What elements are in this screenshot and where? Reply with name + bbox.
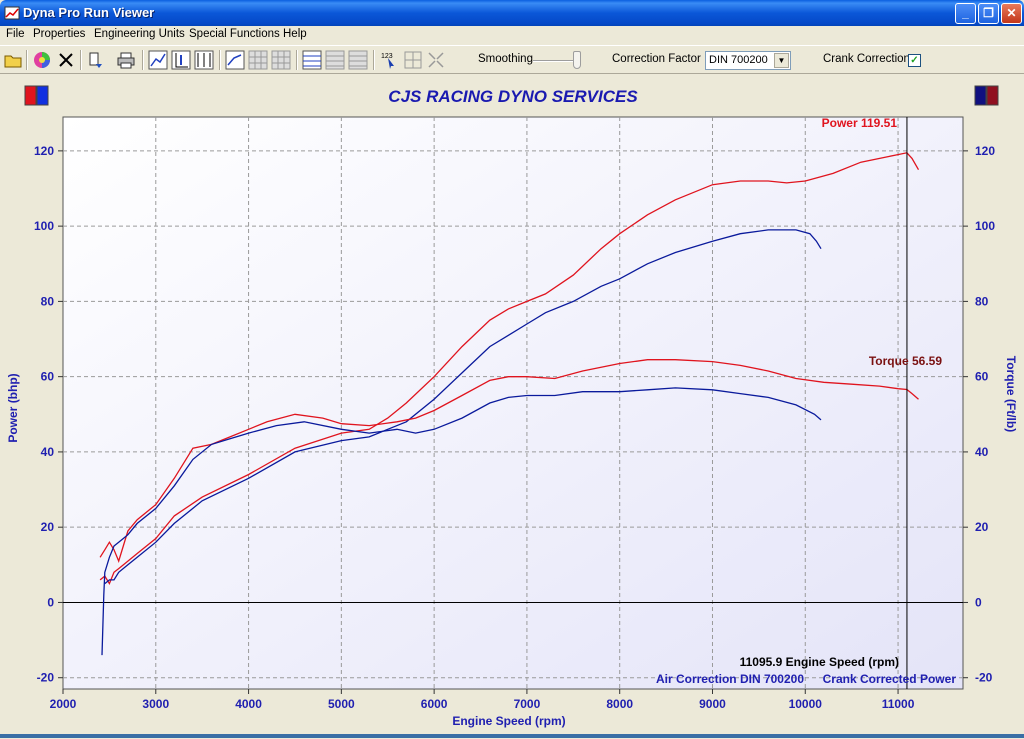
graph-axis-icon[interactable] [171,50,191,70]
y-tick-label-left: 120 [34,144,54,158]
menu-engineering-units[interactable]: Engineering Units [94,28,185,40]
status-bar [0,734,1024,738]
y-axis-label-left: Power (bhp) [6,373,20,442]
dyno-chart[interactable]: CJS RACING DYNO SERVICES 2000 3000 4000 500… [0,74,1024,734]
table-icon-2 [325,50,345,70]
torque-readout-label: Torque 56.59 [869,354,942,368]
smoothing-slider-thumb[interactable] [573,51,581,69]
app-icon [4,5,20,21]
menu-help[interactable]: Help [283,28,307,40]
x-tick-label: 10000 [789,697,823,711]
x-tick-label: 6000 [421,697,448,711]
chart-title: CJS RACING DYNO SERVICES [388,87,638,106]
correction-factor-label: Correction Factor [612,53,701,65]
y-tick-label-right: -20 [975,671,993,685]
legend-swatch-right-run1[interactable] [974,85,987,106]
toolbar-separator [142,50,144,70]
delete-icon[interactable] [56,50,76,70]
crank-correction-label: Crank Correction [823,53,910,65]
correction-factor-value: DIN 700200 [709,54,768,66]
toolbar-separator [373,50,375,70]
y-tick-label-right: 20 [975,520,989,534]
graph-cursor-icon[interactable] [194,50,214,70]
maximize-button[interactable]: ❐ [978,3,999,24]
y-tick-label-left: -20 [37,671,55,685]
toolbar-separator [80,50,82,70]
series-line-2 [104,229,822,585]
smoothing-slider-track[interactable] [533,60,579,62]
y-tick-label-right: 80 [975,294,989,308]
air-correction-label: Air Correction DIN 700200 [656,672,804,686]
toolbar-separator [219,50,221,70]
x-tick-label: 11000 [882,697,915,711]
graph-view-icon[interactable] [148,50,168,70]
cursor-rpm-label: 11095.9 Engine Speed (rpm) [740,655,899,669]
y-tick-label-left: 20 [41,520,55,534]
x-tick-label: 7000 [514,697,541,711]
x-tick-label: 2000 [50,697,77,711]
correction-factor-select[interactable]: DIN 700200 ▼ [705,51,791,70]
minimize-button[interactable]: _ [955,3,976,24]
zoom-icon-1 [403,50,423,70]
crank-correction-checkbox[interactable]: ✓ [908,54,921,67]
menu-properties[interactable]: Properties [33,28,86,40]
overlay-graph-icon[interactable] [225,50,245,70]
correction-mode-label: Crank Corrected Power [823,672,957,686]
y-tick-label-left: 100 [34,219,54,233]
x-tick-label: 9000 [699,697,726,711]
axes: 2000 3000 4000 5000 6000 7000 8000 9000 10000 110… [34,144,995,711]
y-tick-label-right: 0 [975,595,982,609]
export-icon[interactable] [86,50,106,70]
menu-bar: File Properties Engineering Units Specia… [0,26,1024,45]
zoom-fit-icon [426,50,446,70]
grid-icon-2 [271,50,291,70]
series-line-1 [99,152,920,586]
graph-area: CJS RACING DYNO SERVICES 2000 3000 4000 500… [0,74,1024,734]
y-axis-label-right: Torque (Ft/lb) [1004,356,1018,432]
y-tick-label-left: 80 [41,294,55,308]
x-tick-label: 8000 [606,697,633,711]
plot-area [62,116,964,690]
x-tick-label: 5000 [328,697,355,711]
y-tick-label-left: 0 [47,595,54,609]
y-tick-label-right: 40 [975,445,989,459]
color-wheel-icon[interactable] [32,50,52,70]
window-title: Dyna Pro Run Viewer [23,5,155,20]
run-selector-text: 123 [381,53,393,60]
table-icon-3 [348,50,368,70]
legend-swatch-left-run1[interactable] [24,85,37,106]
toolbar: 123 Smoothing Correction Factor DIN 7002… [0,45,1024,74]
y-tick-label-right: 100 [975,219,995,233]
series-line-3 [99,359,919,564]
print-icon[interactable] [116,50,136,70]
x-tick-label: 4000 [235,697,262,711]
open-folder-icon[interactable] [3,50,23,70]
y-tick-label-left: 40 [41,445,55,459]
grid-lines [63,117,963,689]
toolbar-separator [296,50,298,70]
toolbar-separator [26,50,28,70]
run-selector-icon[interactable]: 123 [380,50,400,70]
x-axis-label: Engine Speed (rpm) [452,714,565,728]
menu-file[interactable]: File [6,28,25,40]
y-tick-label-left: 60 [41,370,55,384]
y-tick-label-right: 60 [975,370,989,384]
window-titlebar[interactable]: Dyna Pro Run Viewer _ ❐ ✕ [0,0,1024,26]
chart-series [99,152,920,656]
series-line-4 [101,387,822,656]
chevron-down-icon[interactable]: ▼ [774,53,789,68]
legend-swatch-right-run2[interactable] [986,85,999,106]
menu-special-functions[interactable]: Special Functions [189,28,280,40]
power-readout-label: Power 119.51 [822,116,898,130]
table-view-icon[interactable] [302,50,322,70]
grid-icon-1 [248,50,268,70]
smoothing-label: Smoothing [478,53,533,65]
x-tick-label: 3000 [142,697,169,711]
y-tick-label-right: 120 [975,144,995,158]
legend-swatch-left-run2[interactable] [36,85,49,106]
close-button[interactable]: ✕ [1001,3,1022,24]
